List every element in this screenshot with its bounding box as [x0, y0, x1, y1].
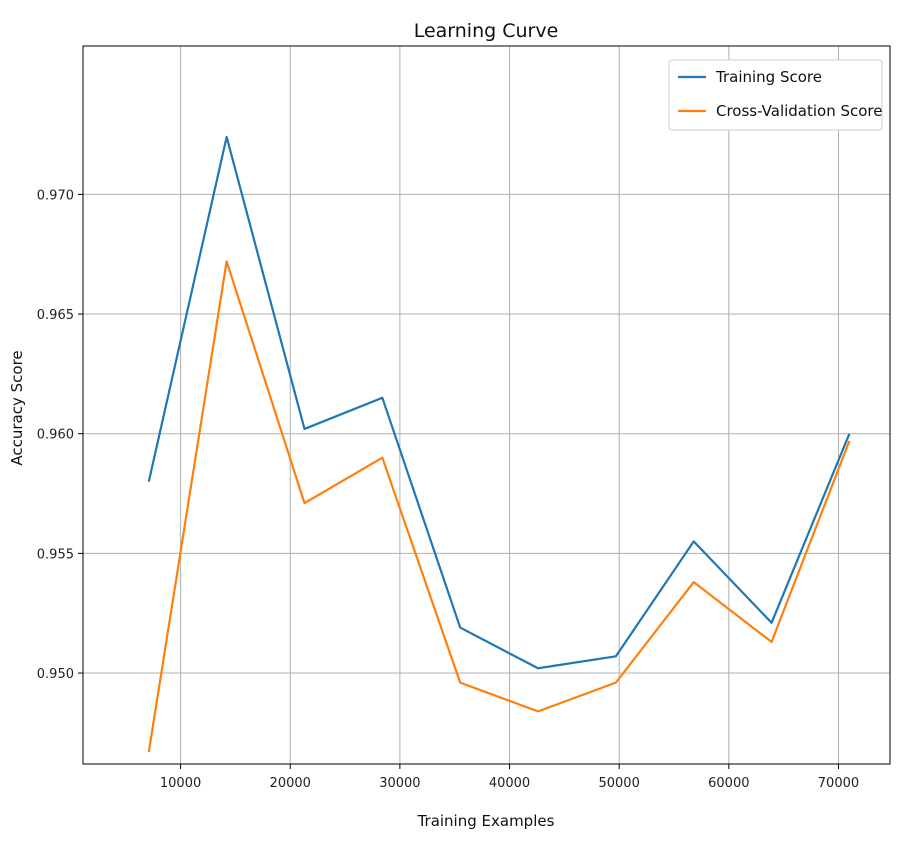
y-axis-ticks: 0.950 0.955 0.960 0.965 0.970: [37, 188, 83, 682]
legend-label-cross-validation-score: Cross-Validation Score: [716, 102, 883, 120]
legend-label-training-score: Training Score: [715, 68, 822, 86]
legend-box: [668, 59, 883, 131]
x-tick-label: 70000: [818, 776, 859, 791]
x-tick-label: 60000: [708, 776, 749, 791]
x-tick-label: 10000: [160, 776, 201, 791]
series-line-training-score: [147, 135, 851, 670]
x-tick-label: 20000: [270, 776, 311, 791]
legend: Training Score Cross-Validation Score: [668, 59, 883, 131]
y-axis-label: Accuracy Score: [8, 350, 26, 465]
y-tick-label: 0.965: [37, 308, 74, 323]
y-tick-label: 0.955: [37, 547, 74, 562]
plot-frame: [82, 45, 891, 765]
x-tick-label: 50000: [598, 776, 639, 791]
y-tick-label: 0.950: [37, 667, 74, 682]
chart-title: Learning Curve: [414, 20, 559, 42]
y-tick-label: 0.970: [37, 188, 74, 203]
x-axis-label: Training Examples: [417, 812, 555, 830]
series-line-cross-validation-score: [147, 260, 851, 753]
x-axis-ticks: 10000 20000 30000 40000 50000 60000 70000: [160, 764, 859, 791]
y-tick-label: 0.960: [37, 428, 74, 443]
x-tick-label: 40000: [489, 776, 530, 791]
x-tick-label: 30000: [379, 776, 420, 791]
series-lines: [147, 135, 851, 753]
